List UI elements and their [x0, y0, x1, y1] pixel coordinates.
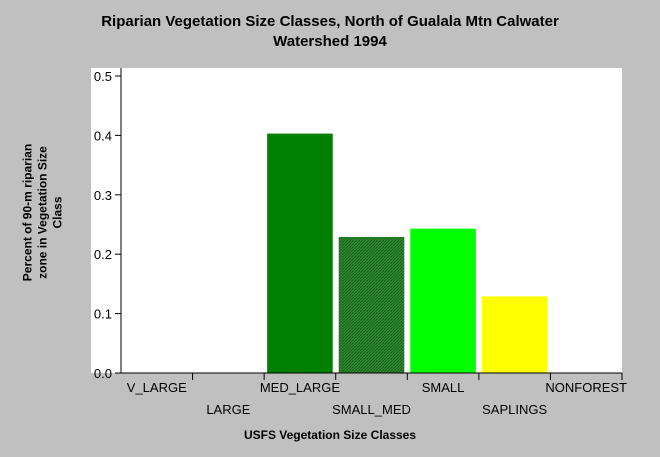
x-tick-label: MED_LARGE	[260, 380, 341, 395]
y-tick-label: 0.3	[94, 188, 112, 203]
x-tick-label: SAPLINGS	[482, 402, 547, 417]
bar-med-large	[267, 133, 333, 373]
x-tick-label: LARGE	[206, 402, 250, 417]
y-tick-label: 0.1	[94, 307, 112, 322]
x-tick-label: V_LARGE	[127, 380, 187, 395]
y-tick-label: 0.2	[94, 247, 112, 262]
bar-small	[410, 228, 476, 373]
chart-title-line2: Watershed 1994	[273, 33, 387, 50]
chart-title: Riparian Vegetation Size Classes, North …	[0, 12, 660, 52]
y-tick-label: 0.5	[94, 69, 112, 84]
bar-group	[267, 133, 548, 373]
x-tick-label: SMALL	[422, 380, 465, 395]
y-tick-label: 0.0	[94, 366, 112, 381]
x-tick-label: NONFOREST	[545, 380, 627, 395]
chart-title-line1: Riparian Vegetation Size Classes, North …	[101, 13, 559, 30]
x-axis-label: USFS Vegetation Size Classes	[243, 428, 417, 442]
bar-small-med	[338, 236, 405, 373]
axes-group: 0.0 0.1 0.2 0.3 0.4 0.5 V_LARGE LARGE MED_LARGE S…	[94, 68, 627, 417]
bar-saplings	[481, 296, 548, 373]
y-tick-label: 0.4	[94, 128, 112, 143]
x-tick-label: SMALL_MED	[332, 402, 411, 417]
